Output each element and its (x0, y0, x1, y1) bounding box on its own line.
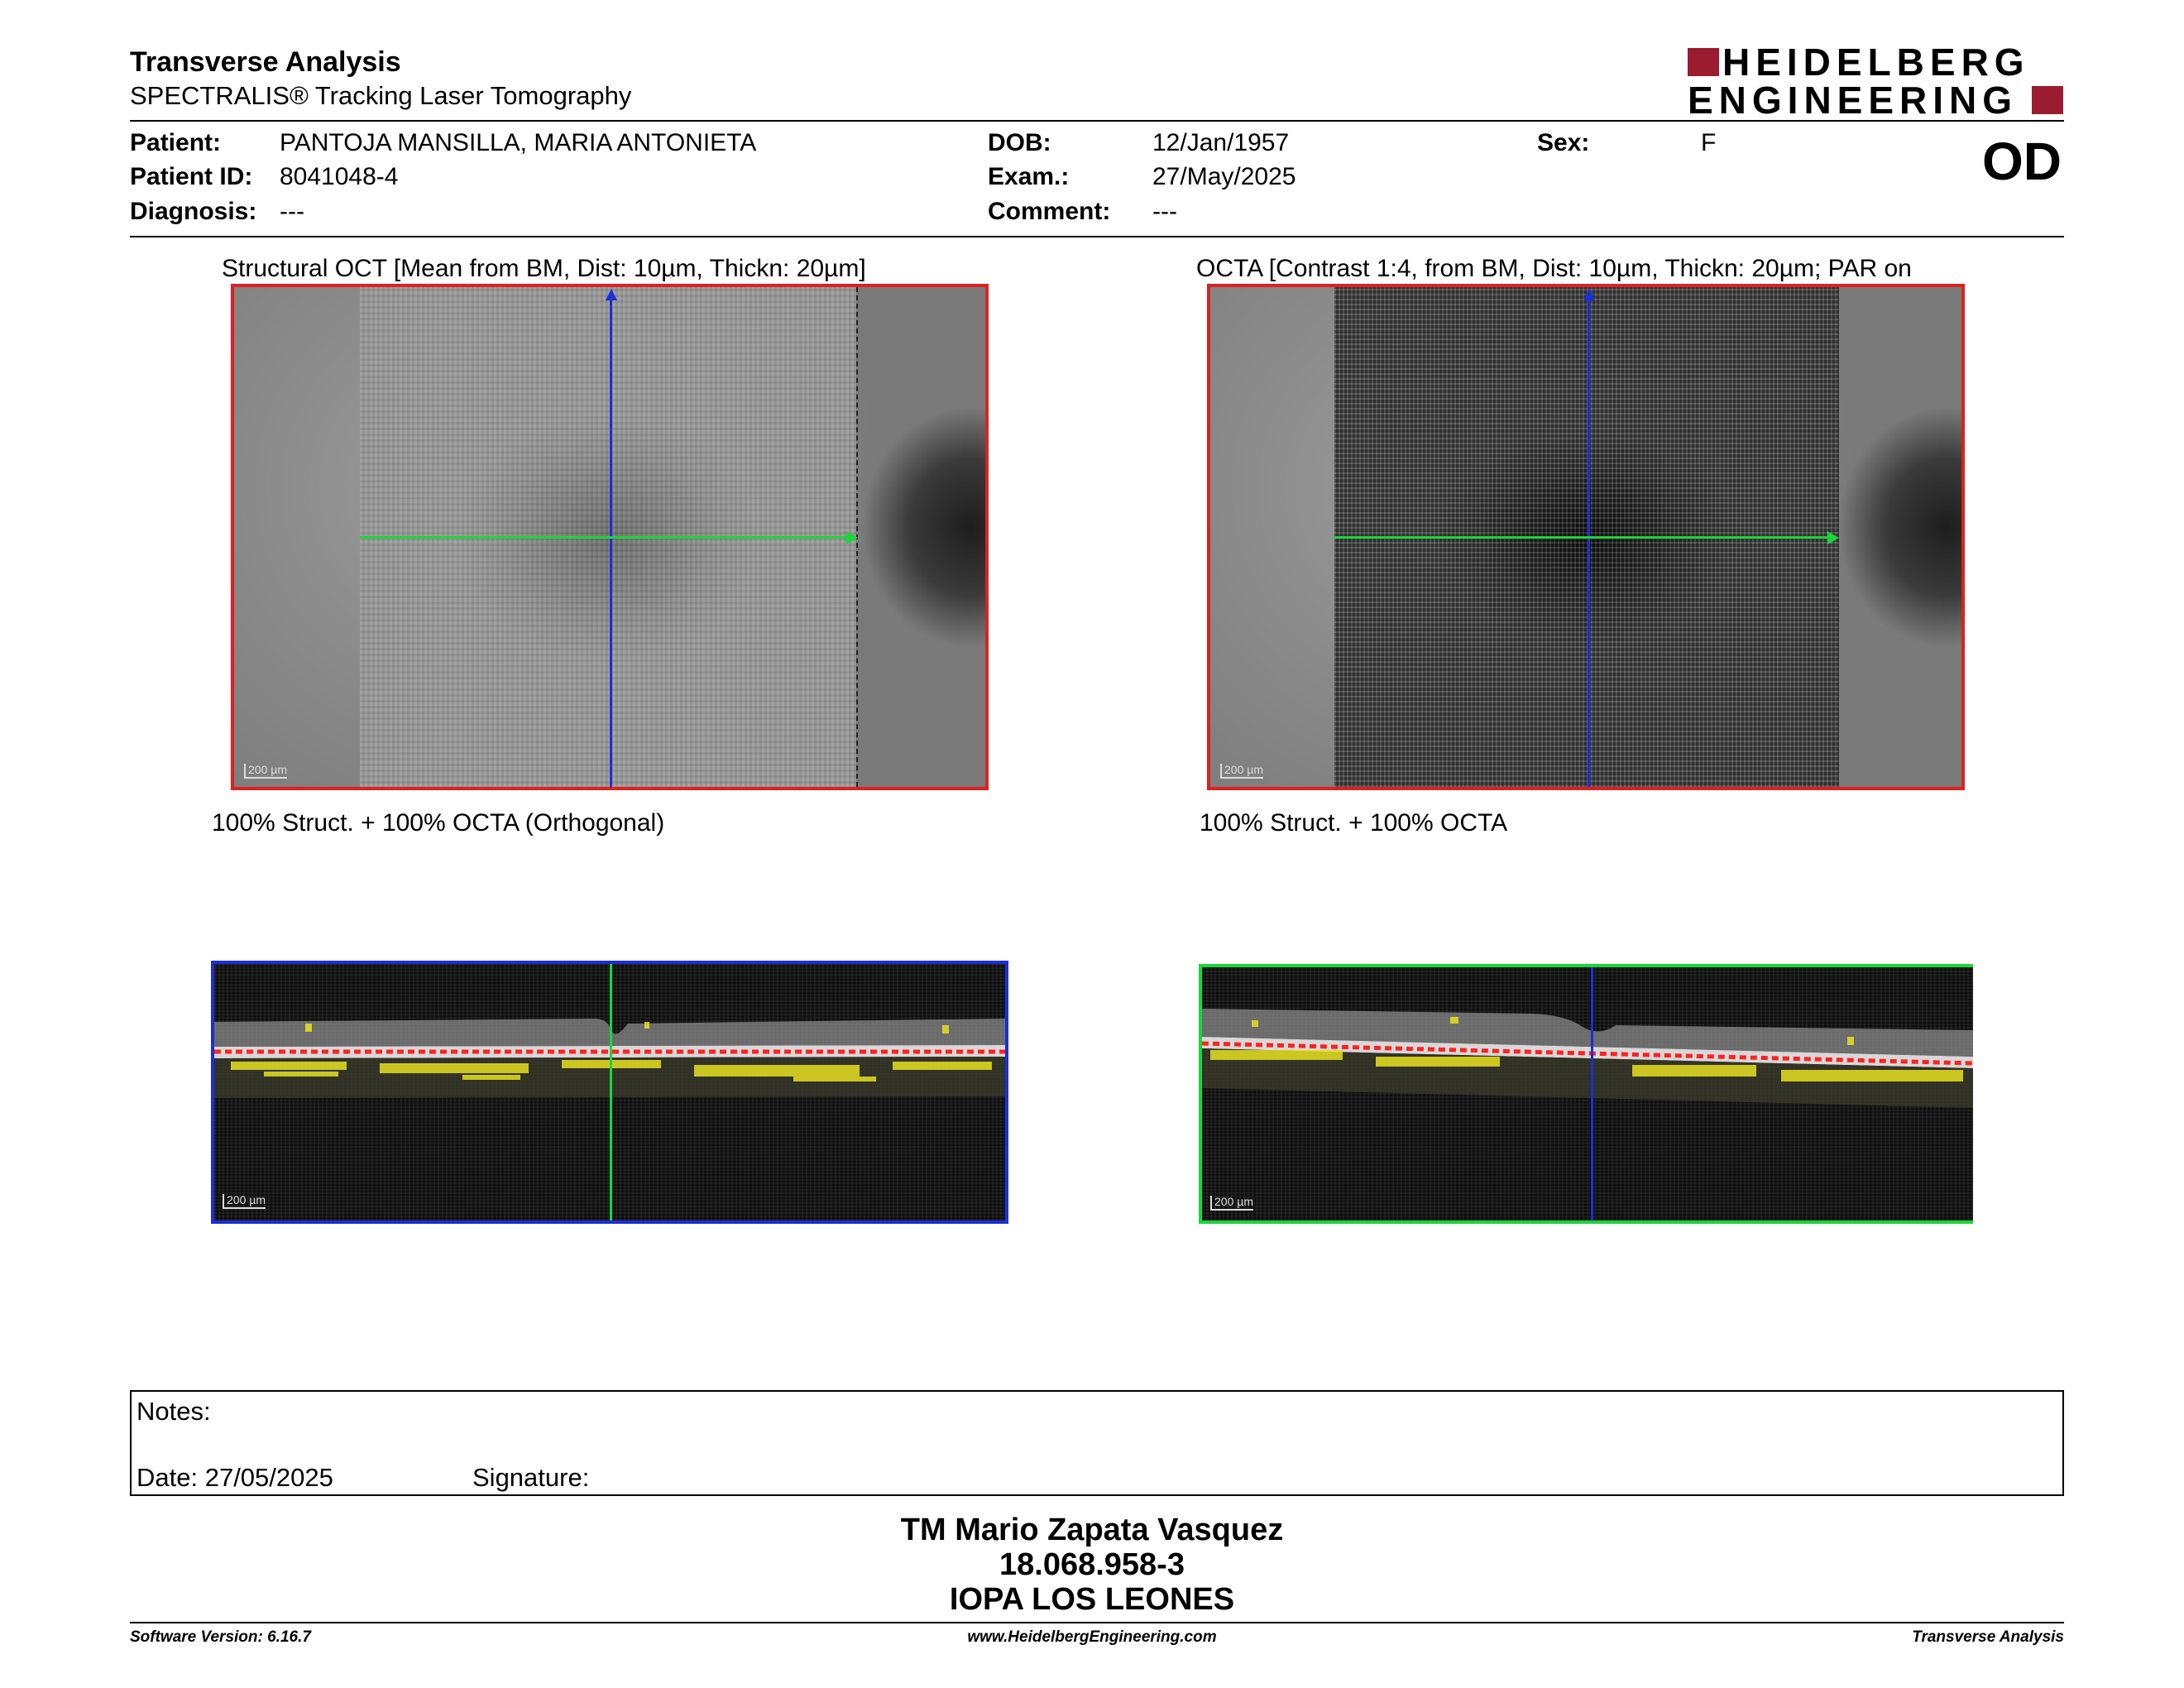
website-link[interactable]: www.HeidelbergEngineering.com (967, 1628, 1217, 1646)
orthogonal-bscan[interactable]: 200 µm (211, 961, 1008, 1224)
dob-value: 12/Jan/1957 (1152, 129, 1290, 156)
horizontal-scan-line[interactable] (1334, 536, 1831, 539)
diagnosis-value: --- (280, 198, 304, 225)
vertical-scan-line[interactable] (1588, 295, 1590, 787)
crosshair-line[interactable] (1591, 967, 1593, 1220)
report-type: Transverse Analysis (1912, 1628, 2064, 1646)
eye-indicator: OD (1982, 132, 2062, 191)
patient-label: Patient: (130, 129, 222, 156)
exam-label: Exam.: (988, 163, 1070, 190)
report-title: Transverse Analysis (130, 46, 401, 78)
patient-id-label: Patient ID: (130, 163, 253, 190)
comment-label: Comment: (988, 198, 1111, 225)
crosshair-line[interactable] (610, 964, 612, 1220)
octa-overlay-caption: 100% Struct. + 100% OCTA (1200, 809, 1508, 837)
octa-image[interactable]: 200 µm (1207, 284, 1965, 790)
signer-institution: IOPA LOS LEONES (949, 1582, 1235, 1617)
dob-label: DOB: (988, 129, 1051, 156)
report-subtitle: SPECTRALIS® Tracking Laser Tomography (130, 81, 632, 110)
horizontal-arrow-icon (1827, 531, 1839, 544)
signer-name: TM Mario Zapata Vasquez (900, 1513, 1284, 1547)
structural-oct-image[interactable]: 200 µm (231, 284, 989, 790)
logo-square-top (1688, 48, 1719, 76)
orthogonal-caption: 100% Struct. + 100% OCTA (Orthogonal) (212, 809, 665, 837)
notes-box[interactable]: Notes: Date: 27/05/2025 Signature: (130, 1390, 2064, 1496)
sex-label: Sex: (1537, 129, 1590, 156)
logo-square-bottom (2032, 86, 2063, 114)
patient-id-value: 8041048-4 (280, 163, 399, 190)
vertical-scan-line[interactable] (610, 295, 612, 787)
octa-bscan[interactable]: 200 µm (1199, 964, 1973, 1224)
horizontal-scan-line[interactable] (360, 536, 850, 539)
exam-value: 27/May/2025 (1152, 163, 1296, 190)
horizontal-arrow-icon (846, 531, 858, 544)
date-label: Date: 27/05/2025 (136, 1463, 333, 1492)
scale-bar: 200 µm (244, 764, 287, 779)
patient-divider (130, 236, 2064, 237)
scale-bar: 200 µm (223, 1194, 266, 1209)
octa-caption: OCTA [Contrast 1:4, from BM, Dist: 10µm,… (1196, 255, 1912, 282)
sex-value: F (1701, 129, 1717, 156)
vertical-arrow-icon (1583, 289, 1595, 300)
software-version: Software Version: 6.16.7 (130, 1628, 311, 1646)
scale-bar: 200 µm (1220, 764, 1263, 779)
footer-divider (130, 1622, 2064, 1623)
structural-oct-caption: Structural OCT [Mean from BM, Dist: 10µm… (222, 255, 866, 282)
header-divider (130, 120, 2064, 122)
logo-line-2: ENGINEERING (1688, 79, 2019, 122)
signer-id: 18.068.958-3 (999, 1547, 1185, 1582)
retina-layers (1202, 1009, 1973, 1108)
diagnosis-label: Diagnosis: (130, 198, 257, 225)
vertical-arrow-icon (606, 289, 617, 300)
scale-bar: 200 µm (1210, 1196, 1253, 1211)
comment-value: --- (1152, 198, 1177, 225)
notes-label: Notes: (136, 1397, 211, 1426)
signature-label: Signature: (472, 1463, 590, 1492)
patient-name: PANTOJA MANSILLA, MARIA ANTONIETA (280, 129, 757, 156)
logo-line-1: HEIDELBERG (1722, 41, 2030, 84)
